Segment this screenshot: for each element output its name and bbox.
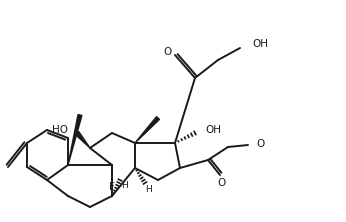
Text: H: H [122,182,128,190]
Text: O: O [163,47,171,57]
Text: F: F [109,182,115,192]
Text: OH: OH [252,39,268,49]
Text: OH: OH [205,125,221,135]
Text: O: O [256,139,264,149]
Text: HO: HO [52,125,68,135]
Text: O: O [218,178,226,188]
Text: H: H [145,184,152,194]
Polygon shape [68,115,82,165]
Polygon shape [75,131,90,148]
Polygon shape [135,117,160,143]
